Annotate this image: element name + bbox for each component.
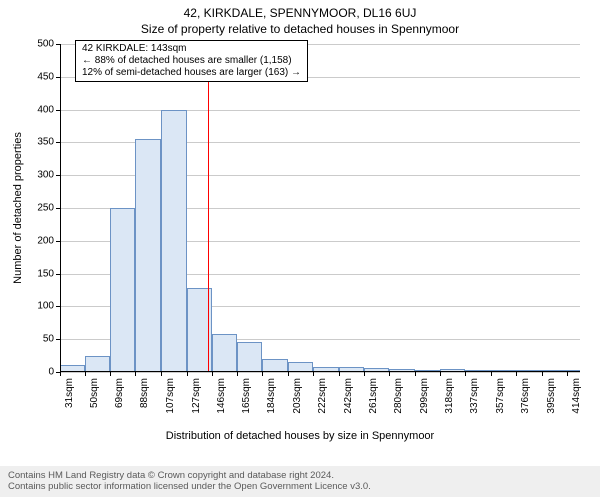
- xtick-mark: [135, 372, 136, 376]
- histogram-bar: [440, 369, 465, 372]
- ytick-label: 0: [48, 367, 54, 378]
- xtick-label: 31sqm: [64, 378, 75, 408]
- annotation-line: 42 KIRKDALE: 143sqm: [82, 43, 301, 55]
- histogram-bar: [389, 369, 414, 372]
- ytick-label: 200: [37, 235, 54, 246]
- xtick-mark: [212, 372, 213, 376]
- y-axis-label: Number of detached properties: [12, 132, 24, 284]
- plot-area: 05010015020025030035040045050031sqm50sqm…: [60, 44, 580, 372]
- address-title: 42, KIRKDALE, SPENNYMOOR, DL16 6UJ: [0, 6, 600, 20]
- histogram-bar: [491, 370, 516, 372]
- footer-line-1: Contains HM Land Registry data © Crown c…: [8, 470, 592, 481]
- xtick-label: 50sqm: [89, 378, 100, 408]
- ytick-label: 400: [37, 104, 54, 115]
- xtick-mark: [237, 372, 238, 376]
- xtick-mark: [288, 372, 289, 376]
- ytick-mark: [56, 77, 60, 78]
- xtick-mark: [516, 372, 517, 376]
- xtick-mark: [465, 372, 466, 376]
- ytick-label: 100: [37, 301, 54, 312]
- histogram-bar: [516, 370, 541, 372]
- xtick-mark: [187, 372, 188, 376]
- xtick-label: 280sqm: [393, 378, 404, 414]
- xtick-label: 318sqm: [444, 378, 455, 414]
- chart-container: 42, KIRKDALE, SPENNYMOOR, DL16 6UJ Size …: [0, 0, 600, 500]
- xtick-label: 165sqm: [241, 378, 252, 414]
- xtick-mark: [339, 372, 340, 376]
- xtick-label: 261sqm: [368, 378, 379, 414]
- histogram-bar: [110, 208, 135, 372]
- ytick-mark: [56, 274, 60, 275]
- reference-line: [208, 44, 209, 372]
- xtick-label: 146sqm: [216, 378, 227, 414]
- xtick-label: 357sqm: [495, 378, 506, 414]
- x-axis-label: Distribution of detached houses by size …: [0, 430, 600, 442]
- xtick-mark: [542, 372, 543, 376]
- annotation-line: 12% of semi-detached houses are larger (…: [82, 67, 301, 79]
- annotation-box: 42 KIRKDALE: 143sqm← 88% of detached hou…: [75, 40, 308, 82]
- histogram-bar: [237, 342, 262, 372]
- xtick-label: 222sqm: [317, 378, 328, 414]
- grid-line: [60, 372, 580, 373]
- ytick-mark: [56, 241, 60, 242]
- annotation-line: ← 88% of detached houses are smaller (1,…: [82, 55, 301, 67]
- histogram-bar: [288, 362, 313, 372]
- histogram-bar: [135, 139, 160, 372]
- xtick-mark: [85, 372, 86, 376]
- ytick-label: 500: [37, 39, 54, 50]
- ytick-mark: [56, 142, 60, 143]
- xtick-mark: [110, 372, 111, 376]
- xtick-label: 184sqm: [266, 378, 277, 414]
- ytick-label: 450: [37, 71, 54, 82]
- xtick-label: 69sqm: [114, 378, 125, 408]
- ytick-label: 350: [37, 137, 54, 148]
- xtick-mark: [415, 372, 416, 376]
- histogram-bar: [161, 110, 187, 372]
- ytick-mark: [56, 110, 60, 111]
- xtick-mark: [60, 372, 61, 376]
- histogram-bar: [542, 370, 567, 372]
- xtick-label: 414sqm: [571, 378, 582, 414]
- histogram-bar: [465, 370, 491, 372]
- footer-line-2: Contains public sector information licen…: [8, 481, 592, 492]
- ytick-label: 300: [37, 170, 54, 181]
- ytick-mark: [56, 175, 60, 176]
- subtitle: Size of property relative to detached ho…: [0, 22, 600, 36]
- xtick-label: 299sqm: [419, 378, 430, 414]
- histogram-bar: [60, 365, 85, 372]
- xtick-mark: [161, 372, 162, 376]
- ytick-label: 50: [43, 334, 54, 345]
- histogram-bar: [85, 356, 110, 372]
- histogram-bar: [339, 367, 364, 372]
- xtick-label: 88sqm: [139, 378, 150, 408]
- xtick-label: 107sqm: [165, 378, 176, 414]
- xtick-label: 127sqm: [191, 378, 202, 414]
- xtick-mark: [567, 372, 568, 376]
- xtick-mark: [364, 372, 365, 376]
- ytick-label: 250: [37, 203, 54, 214]
- xtick-mark: [313, 372, 314, 376]
- xtick-mark: [440, 372, 441, 376]
- xtick-label: 337sqm: [469, 378, 480, 414]
- ytick-mark: [56, 208, 60, 209]
- histogram-bar: [212, 334, 237, 372]
- histogram-bar: [262, 359, 287, 372]
- xtick-label: 395sqm: [546, 378, 557, 414]
- xtick-mark: [389, 372, 390, 376]
- histogram-bar: [313, 367, 339, 372]
- footer: Contains HM Land Registry data © Crown c…: [0, 466, 600, 497]
- histogram-bar: [415, 370, 440, 372]
- ytick-mark: [56, 339, 60, 340]
- ytick-mark: [56, 306, 60, 307]
- ytick-label: 150: [37, 268, 54, 279]
- histogram-bar: [364, 368, 389, 372]
- xtick-mark: [262, 372, 263, 376]
- xtick-label: 242sqm: [343, 378, 354, 414]
- xtick-label: 203sqm: [292, 378, 303, 414]
- xtick-mark: [491, 372, 492, 376]
- grid-line: [60, 110, 580, 111]
- xtick-label: 376sqm: [520, 378, 531, 414]
- histogram-bar: [567, 370, 580, 372]
- ytick-mark: [56, 44, 60, 45]
